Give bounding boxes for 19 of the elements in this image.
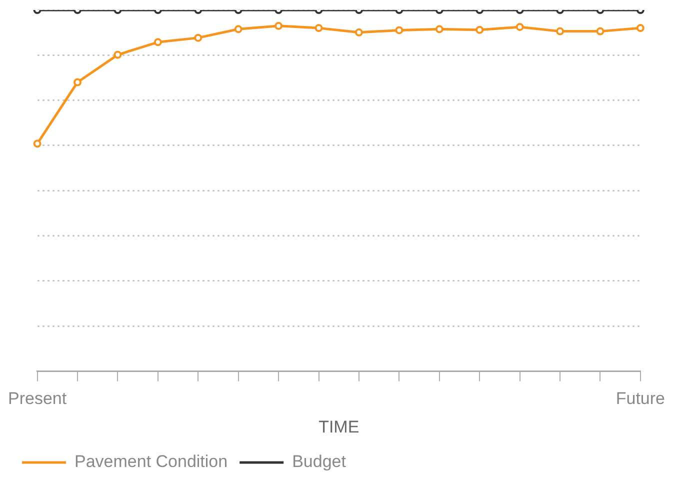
point	[314, 24, 323, 32]
point	[154, 38, 162, 46]
x-tick-label: Future	[616, 389, 666, 408]
legend-label: Pavement Condition	[74, 452, 228, 472]
point	[476, 26, 484, 34]
point	[636, 24, 644, 32]
x-tick-label: Present	[8, 389, 67, 408]
legend-label: Budget	[292, 452, 346, 472]
point	[354, 28, 363, 36]
point	[194, 34, 202, 42]
point	[516, 22, 524, 31]
point	[556, 27, 564, 36]
x-axis-title: TIME	[318, 417, 360, 436]
point	[234, 25, 242, 34]
point	[274, 22, 283, 30]
point	[596, 27, 604, 36]
point	[435, 25, 444, 34]
point	[114, 50, 122, 59]
point	[395, 26, 404, 34]
